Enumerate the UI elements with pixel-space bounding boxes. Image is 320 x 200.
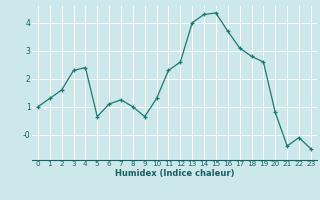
- X-axis label: Humidex (Indice chaleur): Humidex (Indice chaleur): [115, 169, 234, 178]
